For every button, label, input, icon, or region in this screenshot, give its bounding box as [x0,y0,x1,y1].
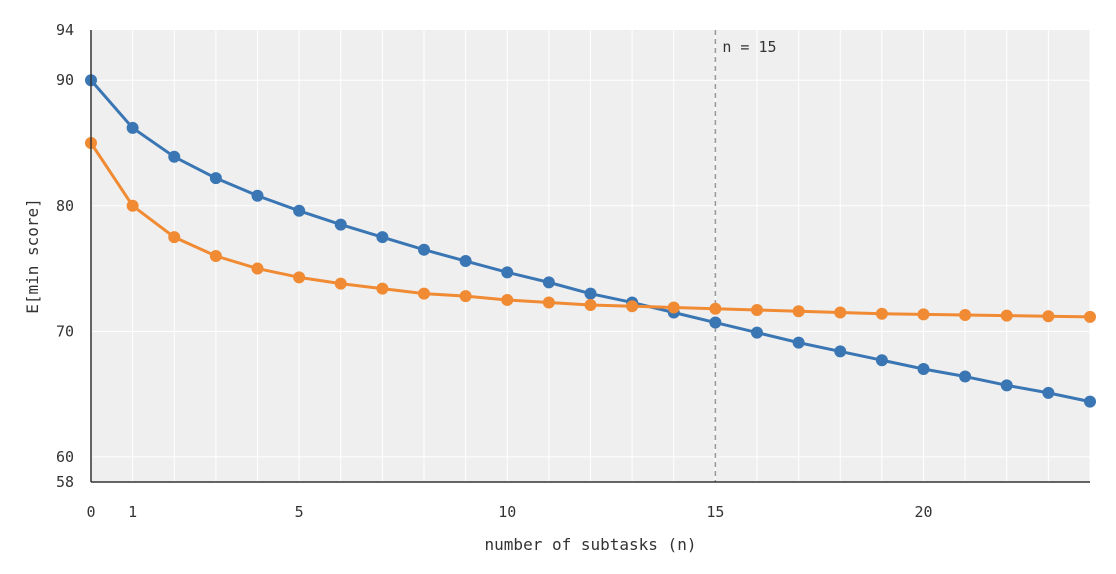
data-point [709,302,722,315]
data-point [293,271,306,284]
data-point [667,301,680,314]
series-blue [85,74,1096,408]
data-point [251,189,264,202]
threshold-label: n = 15 [722,38,776,56]
data-point [418,243,430,256]
x-tick-label: 20 [914,503,932,521]
y-axis-title: E[min score] [23,198,42,314]
x-tick-label: 5 [295,503,304,521]
axes [90,30,1090,483]
data-point [626,300,639,313]
data-point [542,296,555,309]
data-point [542,276,555,289]
data-point [959,309,972,322]
data-point [459,290,472,303]
data-point [834,306,847,319]
data-point [1084,310,1096,323]
y-tick-label: 70 [56,322,74,340]
series-layer [85,74,1096,408]
y-tick-label: 80 [56,197,74,215]
data-point [792,336,805,349]
data-point [334,218,347,231]
data-point [584,298,597,311]
data-point [1000,379,1013,392]
data-point [209,250,222,262]
y-tick-label: 58 [56,473,74,491]
data-point [751,326,763,339]
y-tick-label: 94 [56,21,74,39]
data-point [1042,310,1055,323]
series-orange [85,137,1096,323]
data-point [334,277,347,290]
data-point [917,308,930,321]
data-point [875,307,888,320]
data-point [459,255,472,268]
data-point [501,266,514,279]
data-point [126,121,139,134]
data-point [168,150,181,163]
data-point [834,345,847,358]
data-point [709,316,722,329]
data-point [251,262,264,275]
y-tick-label: 90 [56,71,74,89]
x-tick-label: 10 [498,503,516,521]
data-point [168,231,181,244]
data-point [209,172,222,185]
x-axis-title: number of subtasks (n) [485,535,697,554]
data-point [959,370,972,383]
data-point [792,305,805,318]
data-point [126,199,139,212]
data-point [751,303,763,316]
data-point [418,287,430,300]
y-tick-label: 60 [56,448,74,466]
data-point [917,363,930,375]
data-point [1000,309,1013,322]
data-point [376,231,389,244]
data-point [1084,395,1096,408]
data-point [376,282,389,295]
x-tick-label: 1 [128,503,137,521]
data-point [584,287,597,300]
x-tick-label: 15 [706,503,724,521]
data-point [501,293,514,306]
data-point [1042,386,1055,399]
data-point [875,354,888,367]
annotation-layer: n = 15 [714,30,777,482]
data-point [293,204,306,217]
x-tick-label: 0 [86,503,95,521]
gridlines [91,30,1091,482]
